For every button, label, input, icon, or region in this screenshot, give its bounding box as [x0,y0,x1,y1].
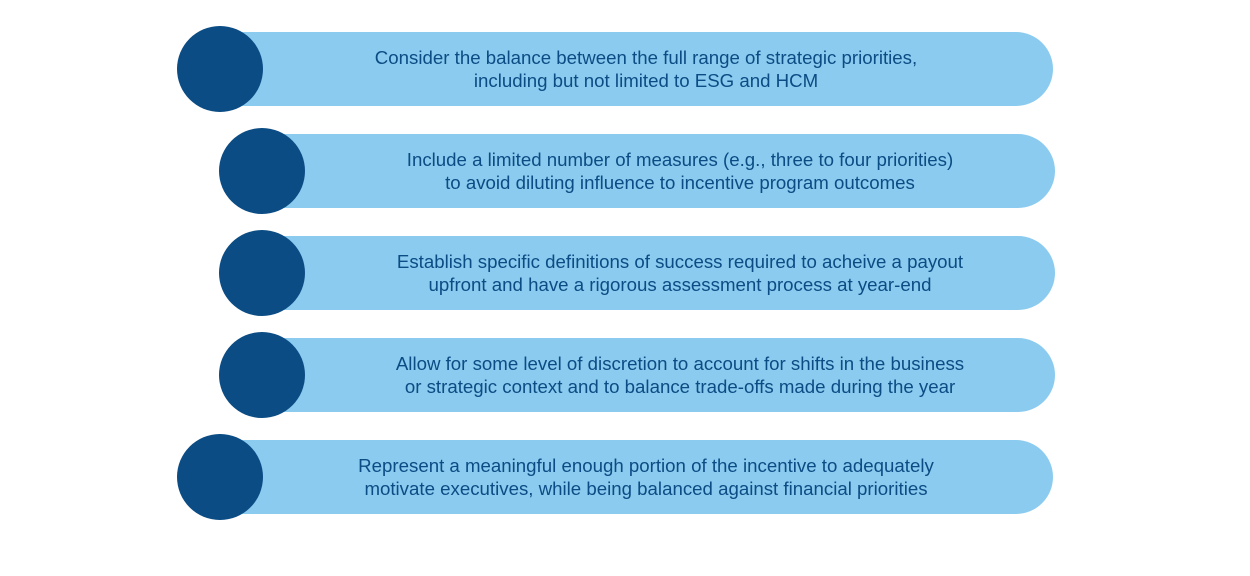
pill-row: Represent a meaningful enough portion of… [183,440,1053,514]
pill-circle [177,26,263,112]
pill-circle [219,332,305,418]
pill-row: Include a limited number of measures (e.… [225,134,1055,208]
pill-circle [219,128,305,214]
pill-row: Consider the balance between the full ra… [183,32,1053,106]
pill-text: Consider the balance between the full ra… [296,46,996,93]
pill-text: Include a limited number of measures (e.… [340,148,1020,195]
pill-circle [219,230,305,316]
pill-circle [177,434,263,520]
pill-row: Establish specific definitions of succes… [225,236,1055,310]
pill-row: Allow for some level of discretion to ac… [225,338,1055,412]
pill-text: Represent a meaningful enough portion of… [296,454,996,501]
pill-text: Allow for some level of discretion to ac… [340,352,1020,399]
infographic-canvas: Consider the balance between the full ra… [0,0,1250,576]
pill-text: Establish specific definitions of succes… [340,250,1020,297]
